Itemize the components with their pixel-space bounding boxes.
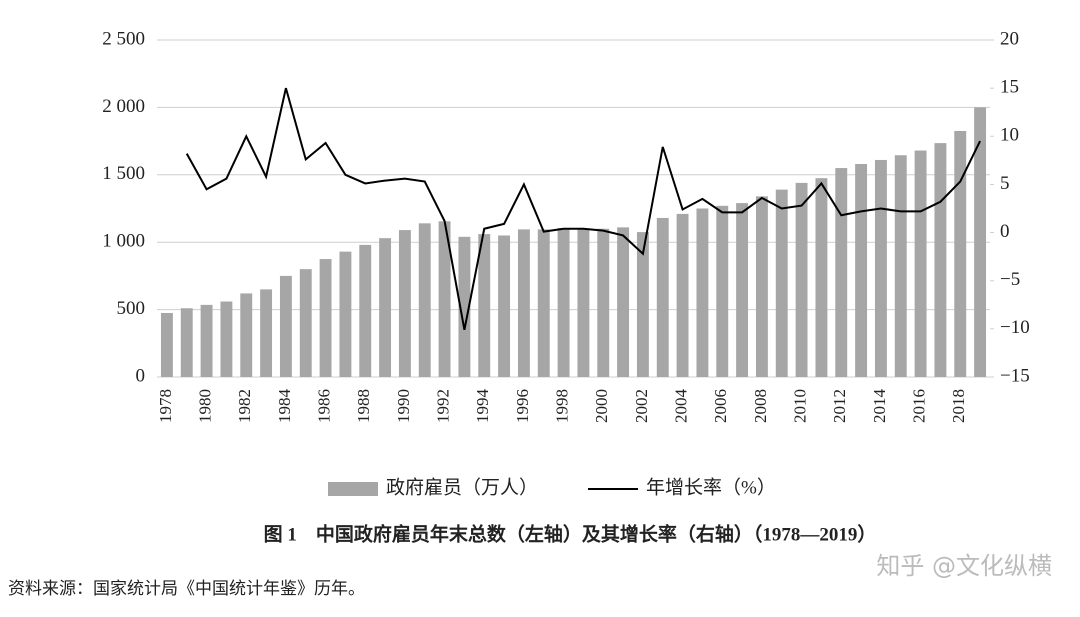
y-tick-label: 1 500 [102, 163, 145, 184]
x-tick-label: 1980 [195, 389, 214, 423]
x-tick-label: 1988 [354, 389, 373, 423]
bar [656, 217, 669, 377]
legend-swatch [328, 482, 378, 496]
bar [418, 223, 431, 377]
bar [537, 229, 550, 377]
x-tick-label: 1978 [156, 389, 175, 423]
bar [934, 143, 947, 377]
y-tick-label: 1 000 [102, 231, 145, 252]
x-tick-label: 1996 [513, 389, 532, 423]
legend-label: 年增长率（%） [646, 476, 776, 498]
bar [676, 213, 689, 377]
y2-tick-label: 20 [1000, 28, 1019, 49]
bar [954, 130, 967, 377]
source: 资料来源：国家统计局《中国统计年鉴》历年。 [8, 579, 365, 598]
bar [200, 304, 213, 377]
bar [517, 229, 530, 377]
legend-label: 政府雇员（万人） [386, 476, 538, 498]
y2-tick-label: 0 [1000, 221, 1010, 242]
watermark: 知乎 @文化纵横 [876, 552, 1052, 580]
x-tick-label: 2000 [592, 389, 611, 423]
bar [557, 228, 570, 377]
x-tick-label: 2006 [711, 389, 730, 423]
bar [874, 159, 887, 377]
y2-tick-label: −5 [1000, 269, 1020, 290]
x-tick-label: 2012 [830, 389, 849, 423]
x-tick-label: 1998 [552, 389, 571, 423]
bar [617, 227, 630, 377]
y-tick-label: 2 000 [102, 96, 145, 117]
bar [339, 251, 352, 377]
y2-tick-label: 5 [1000, 173, 1010, 194]
bar [597, 228, 610, 377]
line [185, 87, 981, 331]
bar [696, 208, 709, 377]
x-tick-label: 2016 [909, 389, 928, 423]
bar [299, 269, 312, 377]
y-tick-label: 2 500 [102, 28, 145, 49]
bar [240, 293, 253, 377]
bar [855, 164, 868, 377]
bar [835, 168, 848, 377]
bar [220, 301, 233, 377]
y2-tick-label: 10 [1000, 125, 1019, 146]
bar [478, 234, 491, 377]
bar [160, 312, 173, 377]
x-tick-label: 1990 [394, 389, 413, 423]
x-tick-label: 1992 [433, 389, 452, 423]
bar [379, 238, 392, 377]
bar [795, 182, 808, 377]
bar [438, 221, 451, 377]
x-tick-label: 1984 [275, 389, 294, 424]
bar [974, 107, 987, 378]
bar [894, 155, 907, 377]
x-tick-label: 2004 [671, 389, 690, 424]
bar [279, 275, 292, 377]
x-tick-label: 2010 [790, 389, 809, 423]
x-tick-label: 2002 [632, 389, 651, 423]
bar [914, 150, 927, 377]
bar [716, 205, 729, 377]
bar [775, 189, 788, 377]
y2-tick-label: −10 [1000, 317, 1030, 338]
x-tick-label: 1986 [314, 389, 333, 423]
bar [359, 244, 372, 377]
bar [458, 236, 471, 377]
bar [755, 196, 768, 377]
bar [260, 289, 273, 377]
x-tick-label: 2014 [870, 389, 889, 424]
bar [815, 178, 828, 377]
y-tick-label: 0 [136, 365, 146, 386]
bar [636, 232, 649, 377]
bar [577, 228, 590, 377]
x-tick-label: 1982 [235, 389, 254, 423]
x-tick-label: 2018 [949, 389, 968, 423]
bar [398, 230, 411, 377]
bar [319, 259, 332, 377]
x-tick-label: 2008 [751, 389, 770, 423]
y2-tick-label: 15 [1000, 77, 1019, 98]
y2-tick-label: −15 [1000, 365, 1030, 386]
bar [498, 235, 511, 377]
x-tick-label: 1994 [473, 389, 492, 424]
chart-title: 图 1 中国政府雇员年末总数（左轴）及其增长率（右轴）（1978—2019） [264, 522, 877, 545]
y-tick-label: 500 [117, 298, 146, 319]
bar [180, 308, 193, 377]
bar [736, 203, 749, 377]
